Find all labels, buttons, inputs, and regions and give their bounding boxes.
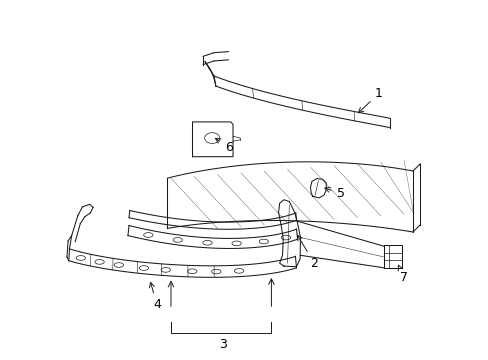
Text: 7: 7 [397,265,407,284]
Text: 2: 2 [297,235,318,270]
Text: 1: 1 [358,87,382,113]
Text: 6: 6 [215,138,232,153]
Text: 3: 3 [219,338,226,351]
Text: 5: 5 [324,187,344,200]
Text: 4: 4 [149,282,161,311]
